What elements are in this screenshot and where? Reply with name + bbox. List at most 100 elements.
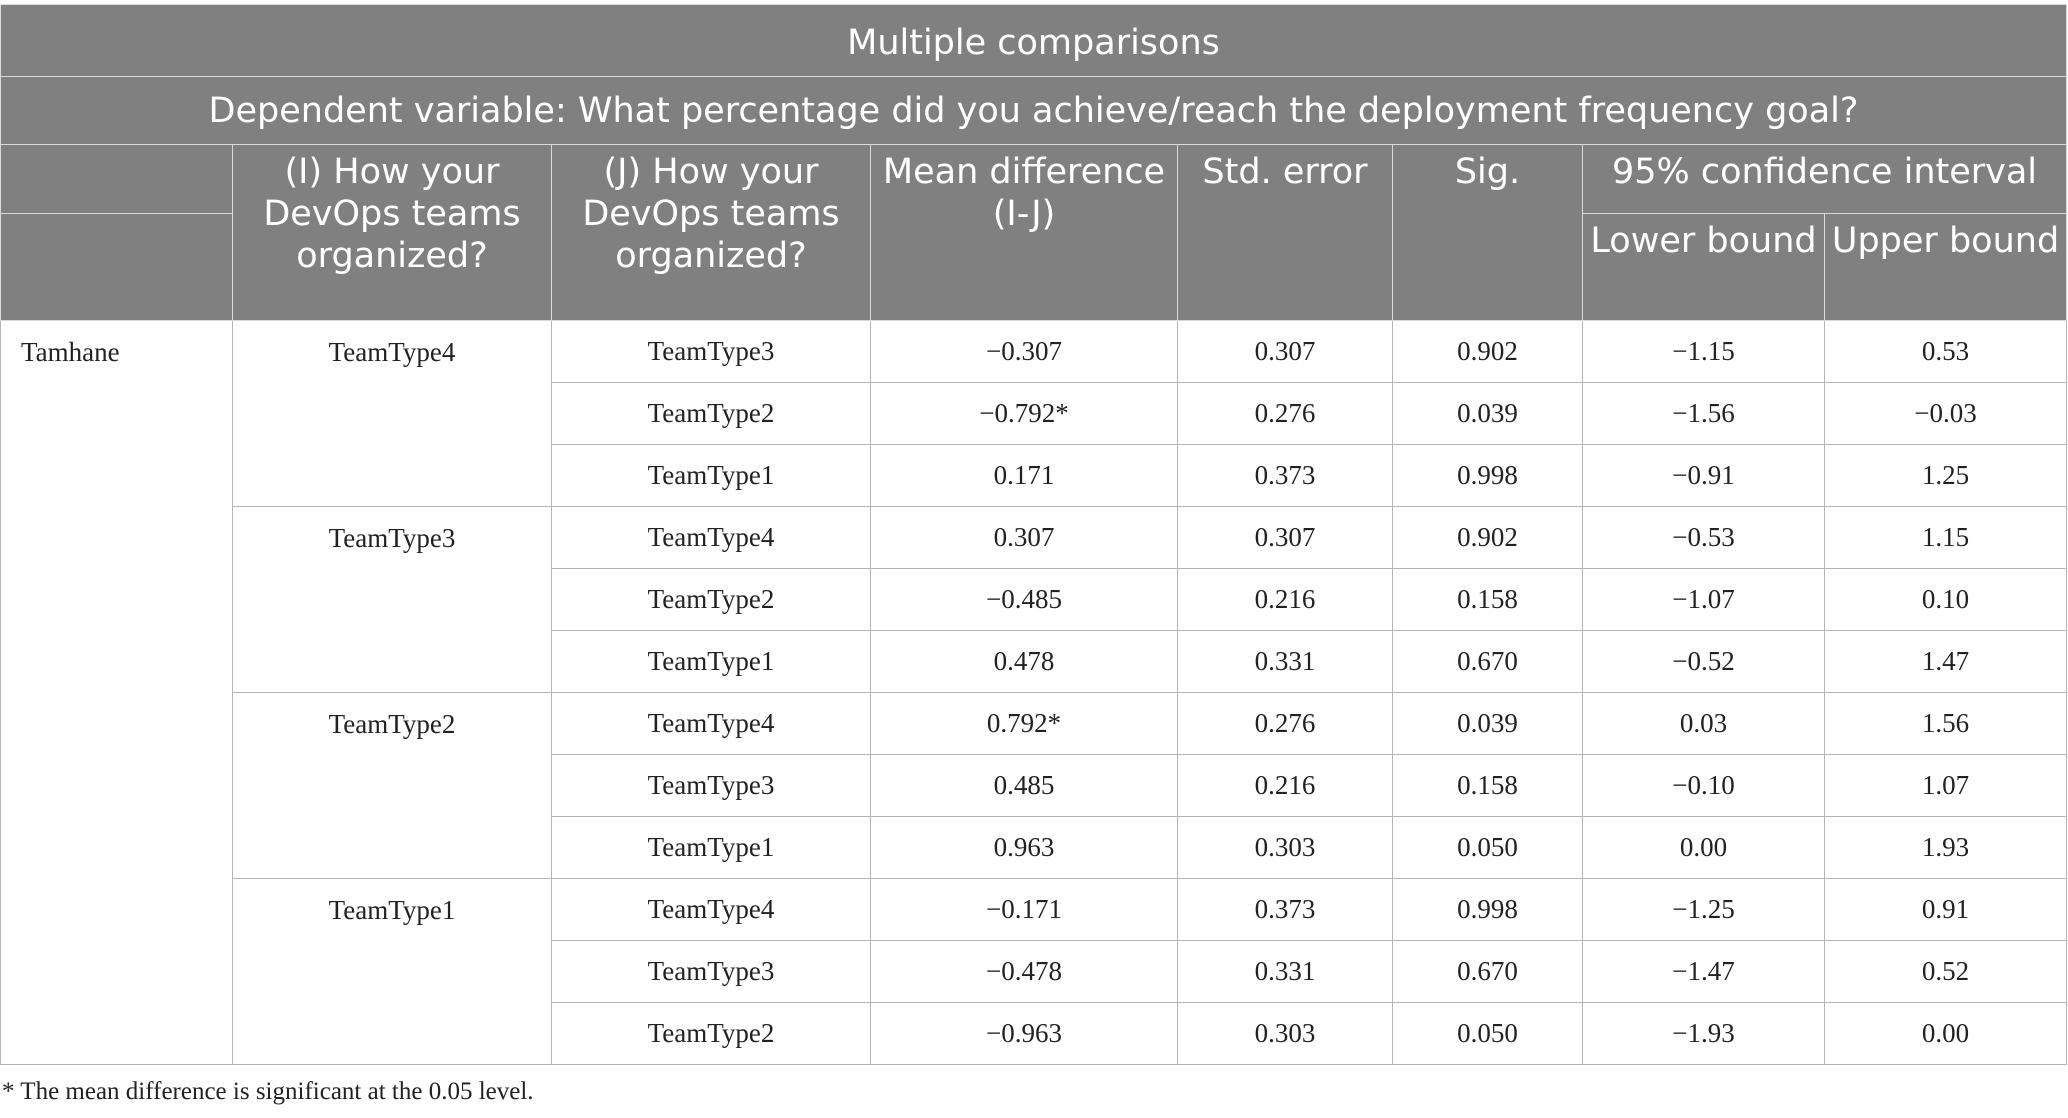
std-error-cell: 0.216 [1177, 754, 1393, 817]
mean-difference-cell: −0.963 [870, 1002, 1178, 1065]
std-error-cell: 0.303 [1177, 816, 1393, 879]
lower-bound-cell: −1.47 [1582, 940, 1825, 1003]
method-cell: Tamhane [0, 320, 233, 1065]
j-group-cell: TeamType3 [551, 940, 871, 1003]
i-group-cell: TeamType2 [232, 692, 552, 879]
std-error-header: Std. error [1177, 144, 1393, 321]
j-group-cell: TeamType4 [551, 692, 871, 755]
std-error-cell: 0.216 [1177, 568, 1393, 631]
i-group-cell: TeamType4 [232, 320, 552, 507]
table-row: TeamType1 TeamType4 −0.171 0.373 0.998 −… [1, 878, 2067, 1065]
j-group-cell: TeamType2 [551, 382, 871, 445]
table-subtitle: Dependent variable: What percentage did … [0, 76, 2067, 145]
lower-bound-cell: −1.93 [1582, 1002, 1825, 1065]
method-header-cell-lower [0, 213, 233, 321]
sig-cell: 0.158 [1392, 568, 1583, 631]
sig-cell: 0.998 [1392, 878, 1583, 941]
upper-bound-header: Upper bound [1824, 213, 2067, 321]
j-group-cell: TeamType2 [551, 1002, 871, 1065]
table-row: TeamType2 −0.485 0.216 0.158 −1.07 0.10 [1, 568, 2067, 631]
mean-difference-cell: 0.171 [870, 444, 1178, 507]
sig-cell: 0.158 [1392, 754, 1583, 817]
mean-difference-cell: −0.485 [870, 568, 1178, 631]
mean-difference-cell: −0.307 [870, 320, 1178, 383]
table-row: TeamType3 TeamType4 0.307 0.307 0.902 −0… [1, 506, 2067, 693]
table-title: Multiple comparisons [0, 4, 2067, 77]
table-row: TeamType1 0.478 0.331 0.670 −0.52 1.47 [1, 630, 2067, 693]
mean-difference-cell: 0.478 [870, 630, 1178, 693]
j-group-cell: TeamType1 [551, 444, 871, 507]
lower-bound-cell: −0.53 [1582, 506, 1825, 569]
lower-bound-cell: −0.52 [1582, 630, 1825, 693]
mean-difference-cell: −0.792* [870, 382, 1178, 445]
mean-difference-cell: −0.478 [870, 940, 1178, 1003]
confidence-interval-header: 95% confidence interval [1582, 144, 2067, 214]
table-row: TeamType1 0.963 0.303 0.050 0.00 1.93 [1, 816, 2067, 879]
std-error-cell: 0.307 [1177, 320, 1393, 383]
i-group-header: (I) How your DevOps teams organized? [232, 144, 552, 321]
method-header-cell [0, 144, 233, 214]
upper-bound-cell: 1.15 [1824, 506, 2067, 569]
j-group-cell: TeamType4 [551, 878, 871, 941]
j-group-cell: TeamType2 [551, 568, 871, 631]
sig-cell: 0.039 [1392, 692, 1583, 755]
sig-cell: 0.998 [1392, 444, 1583, 507]
lower-bound-cell: −1.56 [1582, 382, 1825, 445]
std-error-cell: 0.331 [1177, 940, 1393, 1003]
upper-bound-cell: 1.93 [1824, 816, 2067, 879]
std-error-cell: 0.373 [1177, 444, 1393, 507]
std-error-cell: 0.307 [1177, 506, 1393, 569]
table-row: TeamType2 −0.963 0.303 0.050 −1.93 0.00 [1, 1002, 2067, 1065]
lower-bound-header: Lower bound [1582, 213, 1825, 321]
sig-cell: 0.670 [1392, 630, 1583, 693]
upper-bound-cell: −0.03 [1824, 382, 2067, 445]
mean-difference-header: Mean difference (I-J) [870, 144, 1178, 321]
i-group-cell: TeamType3 [232, 506, 552, 693]
upper-bound-cell: 0.52 [1824, 940, 2067, 1003]
std-error-cell: 0.373 [1177, 878, 1393, 941]
std-error-cell: 0.276 [1177, 382, 1393, 445]
table-row: TeamType3 −0.478 0.331 0.670 −1.47 0.52 [1, 940, 2067, 1003]
table-row: TeamType3 0.485 0.216 0.158 −0.10 1.07 [1, 754, 2067, 817]
std-error-cell: 0.276 [1177, 692, 1393, 755]
upper-bound-cell: 1.25 [1824, 444, 2067, 507]
i-group-cell: TeamType1 [232, 878, 552, 1065]
sig-cell: 0.050 [1392, 816, 1583, 879]
upper-bound-cell: 0.00 [1824, 1002, 2067, 1065]
sig-cell: 0.039 [1392, 382, 1583, 445]
j-group-cell: TeamType3 [551, 754, 871, 817]
sig-header: Sig. [1392, 144, 1583, 321]
sig-cell: 0.902 [1392, 506, 1583, 569]
upper-bound-cell: 0.91 [1824, 878, 2067, 941]
upper-bound-cell: 1.47 [1824, 630, 2067, 693]
std-error-cell: 0.331 [1177, 630, 1393, 693]
multiple-comparisons-table: Multiple comparisons Dependent variable:… [0, 4, 2067, 1065]
sig-cell: 0.670 [1392, 940, 1583, 1003]
upper-bound-cell: 0.53 [1824, 320, 2067, 383]
mean-difference-cell: 0.792* [870, 692, 1178, 755]
lower-bound-cell: −1.25 [1582, 878, 1825, 941]
sig-cell: 0.050 [1392, 1002, 1583, 1065]
lower-bound-cell: −1.15 [1582, 320, 1825, 383]
mean-difference-cell: 0.485 [870, 754, 1178, 817]
table-row: TeamType2 TeamType4 0.792* 0.276 0.039 0… [1, 692, 2067, 879]
lower-bound-cell: 0.03 [1582, 692, 1825, 755]
table-body: Tamhane TeamType4 TeamType3 −0.307 0.307… [0, 320, 2067, 1065]
j-group-cell: TeamType4 [551, 506, 871, 569]
mean-difference-cell: −0.171 [870, 878, 1178, 941]
upper-bound-cell: 1.07 [1824, 754, 2067, 817]
lower-bound-cell: −1.07 [1582, 568, 1825, 631]
j-group-cell: TeamType3 [551, 320, 871, 383]
lower-bound-cell: −0.91 [1582, 444, 1825, 507]
upper-bound-cell: 1.56 [1824, 692, 2067, 755]
lower-bound-cell: −0.10 [1582, 754, 1825, 817]
lower-bound-cell: 0.00 [1582, 816, 1825, 879]
mean-difference-cell: 0.963 [870, 816, 1178, 879]
table-footnote: * The mean difference is significant at … [2, 1078, 534, 1105]
table-row: TeamType1 0.171 0.373 0.998 −0.91 1.25 [1, 444, 2067, 507]
comparisons-table-container: Multiple comparisons Dependent variable:… [0, 4, 2068, 1065]
mean-difference-cell: 0.307 [870, 506, 1178, 569]
j-group-header: (J) How your DevOps teams organized? [551, 144, 871, 321]
sig-cell: 0.902 [1392, 320, 1583, 383]
upper-bound-cell: 0.10 [1824, 568, 2067, 631]
